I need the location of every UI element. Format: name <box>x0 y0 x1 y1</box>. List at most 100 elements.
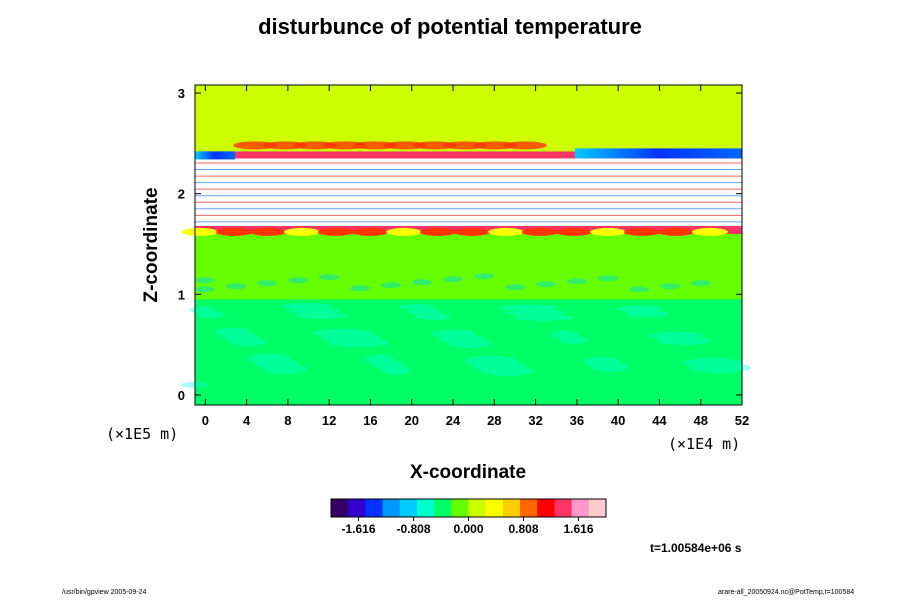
x-scale-note: (×1E4 m) <box>668 435 740 453</box>
texture-blob <box>625 310 669 317</box>
x-tick-label: 36 <box>570 413 584 428</box>
heatmap-band <box>195 151 742 159</box>
texture-blob <box>551 330 579 339</box>
texture-blob <box>366 354 394 365</box>
x-tick-label: 20 <box>405 413 419 428</box>
texture-blob <box>536 281 556 288</box>
texture-blob <box>448 339 492 348</box>
x-tick-label: 48 <box>693 413 707 428</box>
x-tick-label: 40 <box>611 413 625 428</box>
texture-blob <box>650 331 702 340</box>
texture-blob <box>465 355 517 366</box>
colorbar-swatch <box>399 499 418 517</box>
heatmap-texture-mid <box>195 273 711 293</box>
texture-blob <box>420 227 456 236</box>
y-tick-label: 2 <box>178 187 185 202</box>
texture-blob <box>247 353 291 364</box>
texture-blob <box>584 356 620 367</box>
x-tick-label: 8 <box>284 413 291 428</box>
texture-blob <box>506 309 566 316</box>
y-tick-label: 0 <box>178 388 185 403</box>
heatmap-band <box>195 299 742 395</box>
colorbar-tick-label: -1.616 <box>341 522 375 536</box>
chart-title: disturbunce of potential temperature <box>258 14 642 39</box>
texture-blob <box>195 277 215 284</box>
texture-blob <box>505 284 525 291</box>
heatmap-field <box>181 85 751 405</box>
texture-blob <box>296 312 348 319</box>
texture-blob <box>386 227 422 236</box>
texture-blob <box>318 227 354 236</box>
colorbar-swatch <box>485 499 504 517</box>
texture-blob <box>691 280 711 287</box>
time-label: t=1.00584e+06 s <box>650 541 742 555</box>
texture-blob <box>280 302 332 309</box>
heatmap-hot-layer <box>182 227 728 236</box>
colorbar-swatch <box>451 499 469 517</box>
x-tick-label: 12 <box>322 413 336 428</box>
x-tick-label: 16 <box>363 413 377 428</box>
x-tick-label: 28 <box>487 413 501 428</box>
x-tick-label: 32 <box>528 413 542 428</box>
colorbar-swatch <box>554 499 573 517</box>
texture-blob <box>197 311 225 318</box>
heatmap-texture-lower <box>181 302 751 388</box>
texture-blob <box>189 306 217 313</box>
x-axis-title: X-coordinate <box>410 462 526 483</box>
plot-frame <box>194 84 743 406</box>
texture-blob <box>658 227 694 236</box>
texture-blob <box>488 227 524 236</box>
texture-blob <box>195 286 215 293</box>
colorbar: -1.616 -0.808 0.000 0.808 1.616 <box>330 498 607 536</box>
colorbar-swatch <box>416 499 435 517</box>
texture-blob <box>329 338 389 347</box>
colorbar-swatch <box>520 499 538 517</box>
texture-blob <box>474 273 494 280</box>
footer-right: arare-all_20050924.nc@PotTemp,t=100584 <box>718 589 855 596</box>
texture-blob <box>250 227 286 236</box>
texture-blob <box>660 283 680 290</box>
texture-blob <box>590 227 626 236</box>
texture-blob <box>350 285 370 292</box>
texture-blob <box>592 361 628 372</box>
texture-blob <box>288 307 340 314</box>
texture-blob <box>691 362 751 373</box>
x-tick-label: 24 <box>446 413 461 428</box>
colorbar-tick-label: 0.000 <box>453 522 483 536</box>
texture-blob <box>255 358 299 369</box>
texture-blob <box>432 329 476 338</box>
texture-blob <box>226 283 246 290</box>
texture-blob <box>313 328 373 337</box>
texture-blob <box>498 304 558 311</box>
colorbar-swatch <box>502 499 521 517</box>
colorbar-swatch <box>331 499 349 517</box>
texture-blob <box>522 227 558 236</box>
texture-blob <box>443 276 463 283</box>
texture-blob <box>598 275 618 282</box>
texture-blob <box>440 334 484 343</box>
x-tick-label: 4 <box>243 413 251 428</box>
texture-blob <box>352 227 388 236</box>
heatmap-saturated-layer <box>195 162 742 223</box>
colorbar-swatch <box>588 499 607 517</box>
texture-blob <box>407 308 443 315</box>
colorbar-swatch <box>365 499 384 517</box>
texture-blob <box>182 227 218 236</box>
colorbar-swatch <box>382 499 401 517</box>
texture-blob <box>399 303 435 310</box>
texture-blob <box>575 148 742 159</box>
texture-blob <box>503 141 547 150</box>
texture-blob <box>381 282 401 289</box>
colorbar-swatch <box>537 499 555 517</box>
texture-blob <box>319 274 339 281</box>
heatmap-band <box>195 233 742 300</box>
texture-blob <box>382 364 410 375</box>
y-tick-label: 1 <box>178 287 185 302</box>
texture-blob <box>658 336 710 345</box>
texture-blob <box>222 332 258 341</box>
heatmap-band <box>195 85 742 152</box>
colorbar-swatch <box>571 499 590 517</box>
